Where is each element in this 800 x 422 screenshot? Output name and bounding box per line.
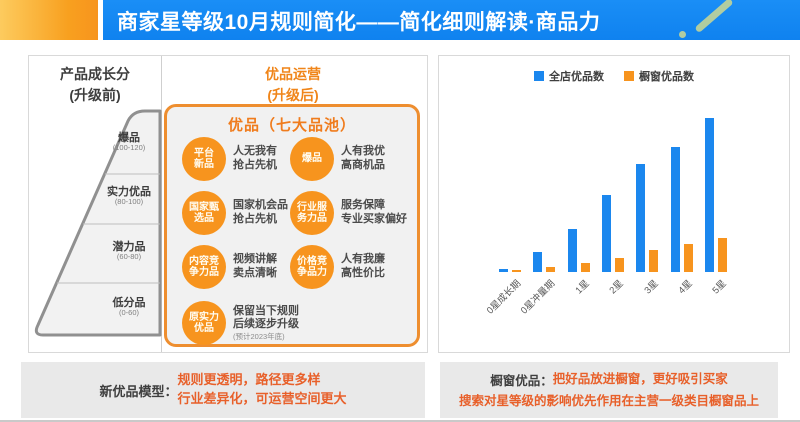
bar xyxy=(567,228,577,272)
x-axis-label: 0星冲量期 xyxy=(518,278,558,317)
x-axis-label: 5星 xyxy=(710,278,729,297)
pool-badge: 原实力 优品 xyxy=(182,301,226,345)
before-upgrade-title: 产品成长分 (升级前) xyxy=(60,66,130,103)
pool-badge: 爆品 xyxy=(290,137,334,181)
legend-swatch-orange-icon xyxy=(624,71,634,81)
after-upgrade-title: 优品运营 (升级后) xyxy=(265,66,321,103)
bar-group: 0星冲量期 xyxy=(519,118,557,317)
header-orange-block xyxy=(0,0,98,40)
bar-group: 4星 xyxy=(670,118,695,296)
left-footnote: 新优品模型： 规则更透明，路径更多样 行业差异化，可运营空间更大 xyxy=(21,362,425,418)
legend-swatch-blue-icon xyxy=(534,71,544,81)
legend-entry-showcase: 橱窗优品数 xyxy=(624,68,694,84)
product-model-card: 产品成长分 (升级前) 爆品 (100-120) 实力优品 (80-100) 潜… xyxy=(28,55,428,353)
star-level-chart-card: 全店优品数 橱窗优品数 0星成长期 0星冲量期 1星 2星 3星 4星 5星 xyxy=(438,55,790,353)
pool-badge: 平台 新品 xyxy=(182,137,226,181)
bar xyxy=(636,164,646,272)
x-axis-label: 0星成长期 xyxy=(484,278,523,317)
tier-shili-youpin: 实力优品 (80-100) xyxy=(107,186,151,207)
pool-national-select: 国家甄 选品 国家机会品 抢占先机 xyxy=(182,191,288,235)
bar xyxy=(512,270,521,272)
bar-group: 2星 xyxy=(601,118,626,296)
slide-bottom-edge xyxy=(0,420,800,422)
right-footnote: 橱窗优品： 把好品放进橱窗，更好吸引买家 搜索对星等级的影响优先作用在主营一级类… xyxy=(440,362,778,418)
legend-entry-store: 全店优品数 xyxy=(534,68,604,84)
page-title: 商家星等级10月规则简化——简化细则解读·商品力 xyxy=(117,11,601,34)
x-axis-label: 2星 xyxy=(607,278,626,297)
x-axis-label: 3星 xyxy=(641,278,661,297)
bar-group: 5星 xyxy=(704,118,729,296)
bar-group: 3星 xyxy=(636,118,660,296)
bar-group: 0星成长期 xyxy=(485,118,523,317)
bar-chart-plot: 0星成长期 0星冲量期 1星 2星 3星 4星 5星 xyxy=(485,118,729,317)
bar xyxy=(499,268,508,272)
bar xyxy=(601,195,611,272)
bar xyxy=(717,238,727,272)
chart-legend: 全店优品数 橱窗优品数 xyxy=(439,68,789,84)
pool-original-strength: 原实力 优品 保留当下规则 后续逐步升级 (预计2023年底) xyxy=(182,301,299,345)
tier-difen-pin: 低分品 (0-60) xyxy=(112,297,146,318)
growth-score-funnel xyxy=(34,109,162,337)
pool-badge: 价格竞 争品力 xyxy=(290,245,334,289)
bar xyxy=(533,251,543,272)
bar xyxy=(649,250,659,272)
pool-price-competitive: 价格竞 争品力 人有我廉 高性价比 xyxy=(290,245,385,289)
bar xyxy=(546,267,556,272)
pool-platform-new: 平台 新品 人无我有 抢占先机 xyxy=(182,137,277,181)
slash-decoration-icon xyxy=(694,0,734,34)
pool-hot-item: 爆品 人有我优 高商机品 xyxy=(290,137,385,181)
bar xyxy=(683,244,693,272)
pool-badge: 国家甄 选品 xyxy=(182,191,226,235)
header-banner: 商家星等级10月规则简化——简化细则解读·商品力 xyxy=(103,0,800,40)
x-axis-label: 1星 xyxy=(573,278,592,297)
bar xyxy=(580,262,590,272)
tier-baopin: 爆品 (100-120) xyxy=(112,132,146,153)
bar xyxy=(704,118,714,272)
bar-group: 1星 xyxy=(567,118,592,296)
seven-pools-box: 优品（七大品池） 平台 新品 人无我有 抢占先机 爆品 人有我优 高商机品 xyxy=(164,104,420,347)
pool-industry-service: 行业服 务力品 服务保障 专业买家偏好 xyxy=(290,191,407,235)
pool-badge: 行业服 务力品 xyxy=(290,191,334,235)
pool-content-competitive: 内容竞 争力品 视频讲解 卖点清晰 xyxy=(182,245,277,289)
dot-decoration-icon xyxy=(679,31,686,38)
bar xyxy=(614,258,624,272)
bar xyxy=(670,147,680,272)
x-axis-label: 4星 xyxy=(676,278,695,297)
pool-badge: 内容竞 争力品 xyxy=(182,245,226,289)
tier-qianli-pin: 潜力品 (60-80) xyxy=(112,241,146,262)
pool-box-title: 优品（七大品池） xyxy=(227,117,356,134)
